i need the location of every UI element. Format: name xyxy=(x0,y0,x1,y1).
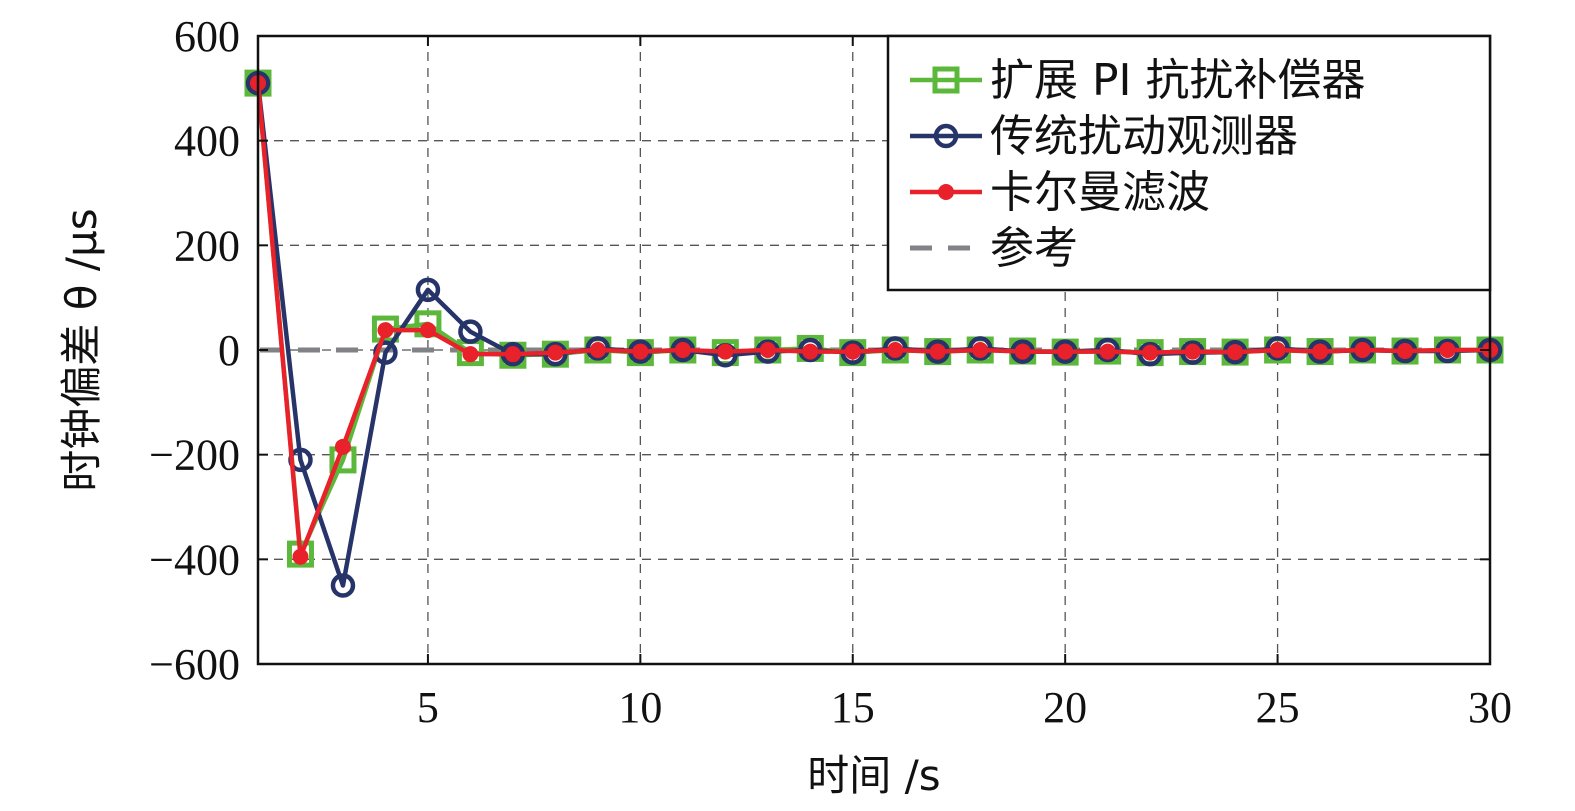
y-tick-label: −400 xyxy=(149,535,240,584)
x-tick-label: 25 xyxy=(1256,683,1300,732)
dot-marker xyxy=(547,344,564,361)
dot-marker xyxy=(1354,342,1371,358)
y-axis-label: 时钟偏差 θ /μs xyxy=(57,208,106,491)
dot-marker xyxy=(1439,342,1456,358)
square-marker xyxy=(932,66,960,94)
legend-label: 传统扰动观测器 xyxy=(990,111,1298,162)
x-tick-label: 20 xyxy=(1043,683,1087,732)
circle-marker xyxy=(415,277,441,303)
dot-marker xyxy=(632,343,649,360)
ticks: 5 10 15 20 25 30 600 400 200 0 −200 −400 −600 xyxy=(149,12,1512,732)
y-tick-label: 400 xyxy=(174,117,240,166)
y-tick-label: 600 xyxy=(174,12,240,61)
y-tick-label: 200 xyxy=(174,221,240,270)
legend-box xyxy=(886,34,1492,292)
dot-marker xyxy=(377,322,394,339)
dot-marker xyxy=(1397,343,1414,360)
x-tick-label: 10 xyxy=(618,683,662,732)
series-2 xyxy=(250,75,1498,565)
dot-marker xyxy=(802,343,819,360)
dot-marker xyxy=(462,346,479,363)
y-tick-label: −600 xyxy=(149,640,240,689)
circle-marker xyxy=(330,573,356,598)
dot-marker xyxy=(717,343,734,360)
dot-marker xyxy=(1312,343,1329,360)
dot-marker xyxy=(419,322,436,339)
dot-marker xyxy=(334,438,351,455)
legend-item-2: 卡尔曼滤波 xyxy=(910,167,1210,218)
dot-marker xyxy=(1099,343,1116,360)
y-tick-label: −200 xyxy=(149,431,240,480)
dot-marker xyxy=(972,342,989,358)
legend-item-3: 参考 xyxy=(910,223,1078,274)
dot-marker xyxy=(504,346,521,363)
circle-marker xyxy=(933,123,959,149)
series-layer xyxy=(244,69,1504,598)
dot-marker xyxy=(1227,344,1244,361)
x-tick-label: 5 xyxy=(417,683,439,732)
dot-marker xyxy=(1269,342,1286,358)
dot-marker xyxy=(844,343,861,360)
circle-marker xyxy=(458,319,483,344)
y-tick-label: 0 xyxy=(218,326,240,375)
dot-marker xyxy=(1142,344,1159,361)
dot-marker xyxy=(1184,343,1201,360)
legend-label: 卡尔曼滤波 xyxy=(990,167,1210,218)
x-axis-label: 时间 /s xyxy=(807,751,940,800)
dot-marker xyxy=(929,343,946,360)
dot-marker xyxy=(1014,343,1031,360)
legend-label: 参考 xyxy=(990,223,1078,274)
x-tick-label: 15 xyxy=(831,683,875,732)
legend-label: 扩展 PI 抗扰补偿器 xyxy=(990,55,1365,106)
dot-marker xyxy=(759,342,776,358)
legend-item-0: 扩展 PI 抗扰补偿器 xyxy=(910,55,1365,106)
dot-marker xyxy=(292,548,309,565)
dot-marker xyxy=(887,342,904,358)
legend-item-1: 传统扰动观测器 xyxy=(910,111,1298,162)
dot-marker xyxy=(589,342,606,358)
dot-marker xyxy=(674,342,691,358)
x-tick-label: 30 xyxy=(1468,683,1512,732)
dot-marker xyxy=(1057,343,1074,360)
dot-marker xyxy=(938,184,954,200)
